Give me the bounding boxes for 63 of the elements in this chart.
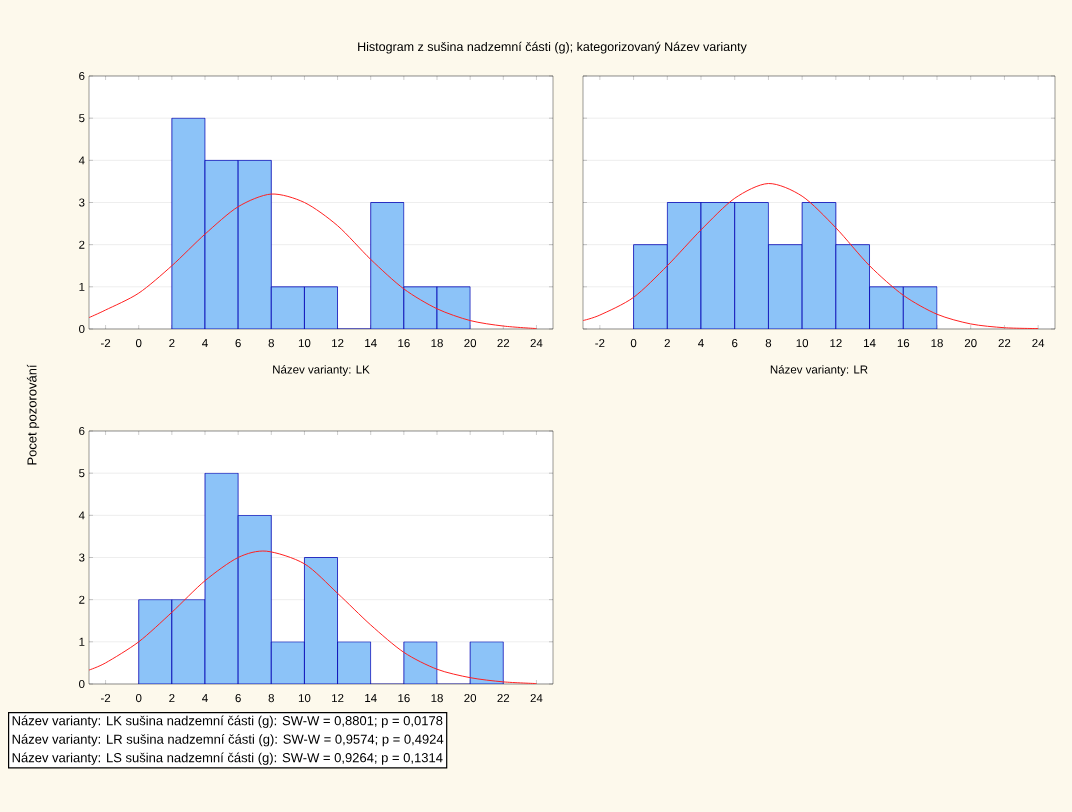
x-tick-label: 10 xyxy=(298,694,311,703)
x-tick-label: 0 xyxy=(135,339,142,348)
x-tick-label: 4 xyxy=(202,339,208,347)
x-tick-label: 24 xyxy=(530,694,543,703)
text: Název varianty: LR sušina nadzemní části (g): SW-W = 0,9574; p = 0,4924 xyxy=(12,734,444,747)
x-tick-label: 14 xyxy=(365,694,377,702)
x-tick-label: 2 xyxy=(169,339,175,348)
x-tick-label: 6 xyxy=(235,694,241,703)
y-tick-label: 2 xyxy=(79,240,85,249)
x-tick-label: 22 xyxy=(497,339,510,348)
x-tick-label: 20 xyxy=(464,694,477,703)
text: Název varianty: LK sušina nadzemní části (g): SW-W = 0,8801; p = 0,0178 xyxy=(12,715,443,728)
x-tick-label: 2 xyxy=(169,694,175,703)
x-tick-label: 18 xyxy=(931,339,943,348)
y-tick-label: 1 xyxy=(79,637,85,646)
x-tick-label: 2 xyxy=(664,339,670,348)
x-tick-label: -2 xyxy=(100,339,111,348)
x-tick-label: 14 xyxy=(365,339,377,347)
x-tick-label: 18 xyxy=(431,339,443,348)
x-tick-label: 0 xyxy=(135,694,142,703)
x-tick-label: 20 xyxy=(964,339,977,348)
y-tick-label: 1 xyxy=(79,282,85,291)
y-tick-label: 6 xyxy=(79,71,85,81)
x-tick-label: 0 xyxy=(630,339,637,348)
x-tick-label: 20 xyxy=(464,339,477,348)
x-tick-label: 16 xyxy=(398,694,410,703)
y-tick-label: 2 xyxy=(79,595,85,604)
x-tick-label: 18 xyxy=(431,694,443,703)
x-tick-label: 22 xyxy=(998,339,1011,348)
x-tick-label: 4 xyxy=(698,339,704,347)
y-tick-label: 4 xyxy=(78,156,85,165)
y-tick-label: 4 xyxy=(78,511,85,520)
x-tick-label: 10 xyxy=(298,339,311,348)
x-tick-label: -2 xyxy=(595,339,605,348)
y-tick-label: 0 xyxy=(79,324,85,334)
x-tick-label: 16 xyxy=(398,339,410,348)
x-tick-label: 12 xyxy=(332,694,344,703)
y-tick-label: 0 xyxy=(79,679,85,689)
x-tick-label: 24 xyxy=(1032,339,1045,348)
text: Název varianty: LS sušina nadzemní části (g): SW-W = 0,9264; p = 0,1314 xyxy=(12,752,443,765)
x-tick-label: -2 xyxy=(100,694,111,703)
y-axis-title: Pocet pozorování xyxy=(26,364,40,465)
x-tick-label: 4 xyxy=(202,694,208,702)
y-tick-label: 3 xyxy=(79,553,85,562)
chart-title: Histogram z sušina nadzemní části (g); kategorizovaný Název varianty xyxy=(358,41,747,54)
x-tick-label: 6 xyxy=(732,339,738,348)
x-tick-label: 8 xyxy=(765,339,772,348)
x-tick-label: 12 xyxy=(830,339,842,348)
x-tick-label: 10 xyxy=(796,339,809,348)
y-tick-label: 5 xyxy=(79,469,85,478)
y-tick-label: 3 xyxy=(79,198,85,207)
x-tick-label: 14 xyxy=(864,339,876,347)
x-tick-label: 6 xyxy=(235,339,241,348)
x-tick-label: 12 xyxy=(332,339,344,348)
x-axis-title: Název varianty: LK xyxy=(273,365,370,376)
y-tick-label: 6 xyxy=(79,426,85,436)
x-tick-label: 8 xyxy=(268,694,274,703)
x-tick-label: 8 xyxy=(268,339,274,348)
x-axis-title: Název varianty: LR xyxy=(770,365,868,376)
x-tick-label: 16 xyxy=(897,339,910,348)
y-tick-label: 5 xyxy=(79,114,85,123)
x-tick-label: 24 xyxy=(530,339,543,348)
x-tick-label: 22 xyxy=(497,694,510,703)
